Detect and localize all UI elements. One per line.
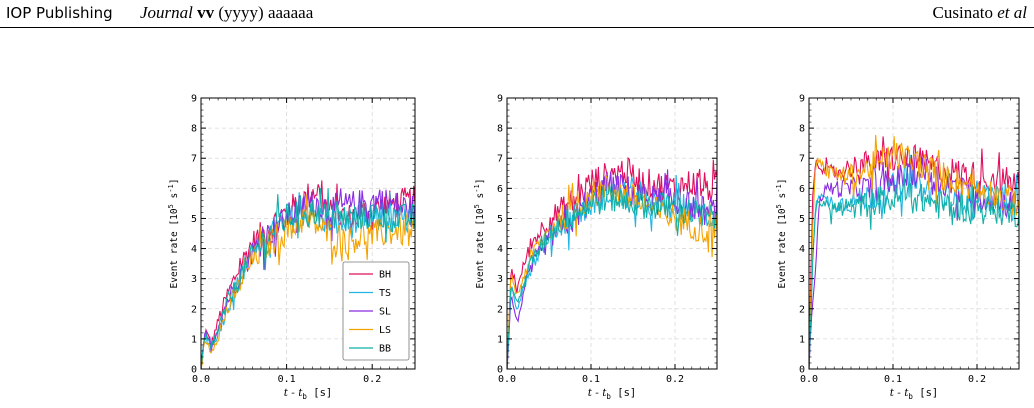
series-line-SL <box>809 153 1019 369</box>
axes-frame <box>200 97 416 370</box>
y-axis-label: Event rate [105 s-1] <box>775 179 788 289</box>
y-tick-label: 6 <box>497 184 503 195</box>
y-tick-label: 9 <box>497 94 503 105</box>
author-running-head: Cusinato et al <box>933 3 1027 23</box>
legend-box <box>342 261 410 361</box>
y-axis-label: Event rate [105 s-1] <box>473 179 486 289</box>
legend-label-BH: BH <box>379 270 391 281</box>
x-tick-label: 0.0 <box>498 374 516 385</box>
header-rule <box>0 27 1034 28</box>
y-tick-label: 3 <box>799 274 805 285</box>
y-tick-label: 8 <box>497 124 503 135</box>
y-tick-label: 3 <box>497 274 503 285</box>
y-tick-label: 8 <box>799 124 805 135</box>
page-header: IOP Publishing Journal vv (yyyy) aaaaaa … <box>0 0 1034 30</box>
journal-volume: vv <box>197 3 215 22</box>
series-line-TS <box>809 154 1019 369</box>
y-tick-label: 5 <box>191 214 197 225</box>
y-axis-label: Event rate [105 s-1] <box>167 179 180 289</box>
legend-label-TS: TS <box>379 288 391 299</box>
y-tick-label: 5 <box>497 214 503 225</box>
chart-panel-3: 0 1 2 3 4 5 6 7 8 9 0.0 0.1 0.2 t - tb [s] Event rate … <box>775 94 1020 401</box>
y-tick-label: 9 <box>191 94 197 105</box>
chart-panel-2: 0 1 2 3 4 5 6 7 8 9 0.0 0.1 0.2 t - tb [s] Event rate … <box>473 94 718 401</box>
y-tick-label: 4 <box>799 244 805 255</box>
et-al: et al <box>997 3 1027 22</box>
chart-panel-1: 0 1 2 3 4 5 6 7 8 9 0.0 0.1 0.2 t - tb [s] Event rate … <box>167 94 416 401</box>
y-tick-label: 6 <box>799 184 805 195</box>
y-tick-label: 7 <box>799 154 805 165</box>
x-tick-label: 0.0 <box>800 374 818 385</box>
series-line-BB <box>809 172 1019 369</box>
y-tick-label: 9 <box>799 94 805 105</box>
x-tick-label: 0.2 <box>666 374 684 385</box>
legend-label-BB: BB <box>379 344 391 355</box>
author-name: Cusinato <box>932 3 993 22</box>
series-line-BH <box>507 156 717 369</box>
y-tick-label: 2 <box>799 304 805 315</box>
x-tick-label: 0.1 <box>582 374 600 385</box>
publisher-name: IOP Publishing <box>6 4 113 22</box>
x-axis-label: t - tb [s] <box>890 387 938 401</box>
legend-label-SL: SL <box>379 307 391 318</box>
y-tick-label: 0 <box>497 365 503 376</box>
axes-frame <box>808 97 1020 370</box>
y-tick-label: 1 <box>799 334 805 345</box>
x-tick-label: 0.0 <box>192 374 210 385</box>
y-tick-label: 0 <box>799 365 805 376</box>
x-tick-label: 0.2 <box>363 374 381 385</box>
y-tick-label: 4 <box>497 244 503 255</box>
x-tick-label: 0.2 <box>968 374 986 385</box>
series-line-BH <box>809 136 1019 369</box>
y-tick-label: 1 <box>497 334 503 345</box>
y-tick-label: 7 <box>497 154 503 165</box>
y-tick-label: 1 <box>191 334 197 345</box>
y-tick-label: 0 <box>191 365 197 376</box>
axes-frame <box>506 97 718 370</box>
x-axis-label: t - tb [s] <box>588 387 636 401</box>
journal-name: Journal <box>140 3 193 22</box>
journal-reference: Journal vv (yyyy) aaaaaa <box>140 3 313 23</box>
y-tick-label: 2 <box>191 304 197 315</box>
legend-label-LS: LS <box>379 325 391 336</box>
x-tick-label: 0.1 <box>884 374 902 385</box>
y-tick-label: 7 <box>191 154 197 165</box>
journal-year-pages: (yyyy) aaaaaa <box>218 3 314 22</box>
x-tick-label: 0.1 <box>278 374 296 385</box>
y-tick-label: 5 <box>799 214 805 225</box>
y-tick-label: 4 <box>191 244 197 255</box>
y-tick-label: 3 <box>191 274 197 285</box>
legend: BH TS SL LS BB <box>342 261 410 361</box>
y-tick-label: 2 <box>497 304 503 315</box>
x-axis-label: t - tb [s] <box>284 387 332 401</box>
series-line-LS <box>809 134 1019 369</box>
y-tick-label: 6 <box>191 184 197 195</box>
series-line-BB <box>507 183 717 369</box>
y-tick-label: 8 <box>191 124 197 135</box>
series-line-BB <box>201 188 415 369</box>
